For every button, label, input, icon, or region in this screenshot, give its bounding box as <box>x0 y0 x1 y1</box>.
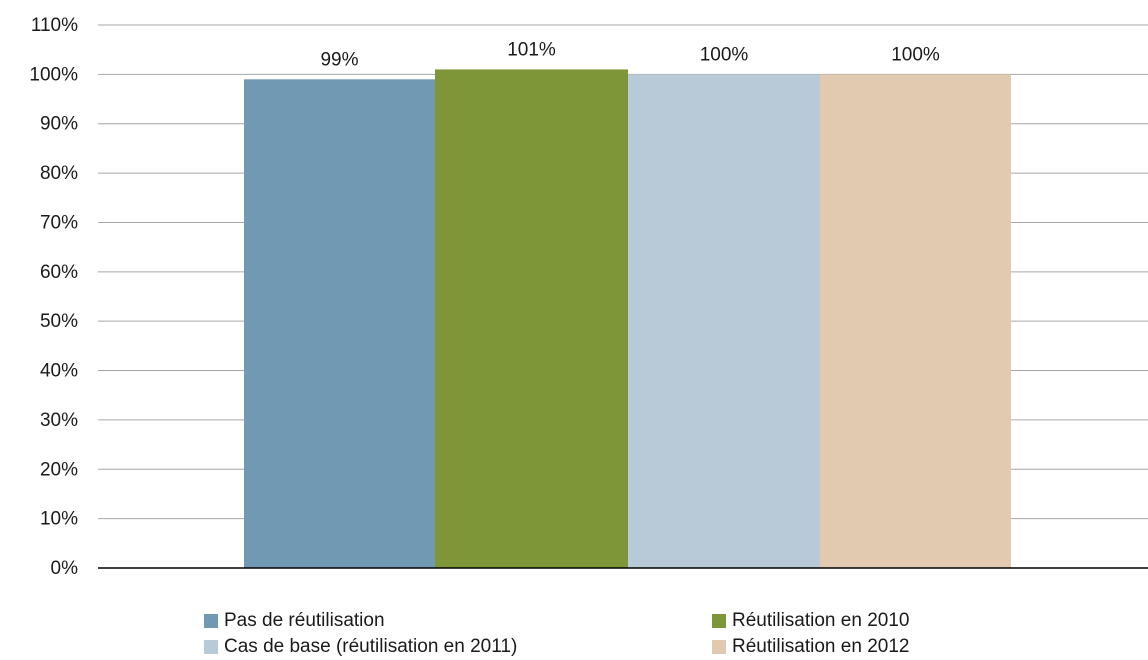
bar <box>820 74 1011 568</box>
y-tick-label: 110% <box>31 15 78 36</box>
bar <box>628 74 820 568</box>
data-label: 100% <box>891 44 940 65</box>
y-tick-label: 90% <box>40 114 78 135</box>
bar <box>435 69 628 568</box>
y-tick-label: 80% <box>40 163 78 184</box>
data-label: 100% <box>700 44 749 65</box>
y-tick-label: 10% <box>40 509 78 530</box>
bar <box>244 79 435 569</box>
bar-chart: 0% 10% 20% 30% 40% 50% 60% 70% 80% 90% 100% 110% 99%… <box>29 15 1148 579</box>
y-tick-label: 70% <box>40 212 78 233</box>
y-tick-label: 20% <box>40 459 78 480</box>
y-tick-label: 40% <box>40 361 78 382</box>
y-tick-label: 30% <box>40 410 78 431</box>
data-label: 99% <box>320 49 358 70</box>
y-tick-label: 50% <box>40 311 78 332</box>
y-tick-label: 0% <box>51 558 79 579</box>
y-tick-label: 60% <box>40 262 78 283</box>
y-tick-label: 100% <box>29 64 78 85</box>
data-label: 101% <box>507 39 556 60</box>
